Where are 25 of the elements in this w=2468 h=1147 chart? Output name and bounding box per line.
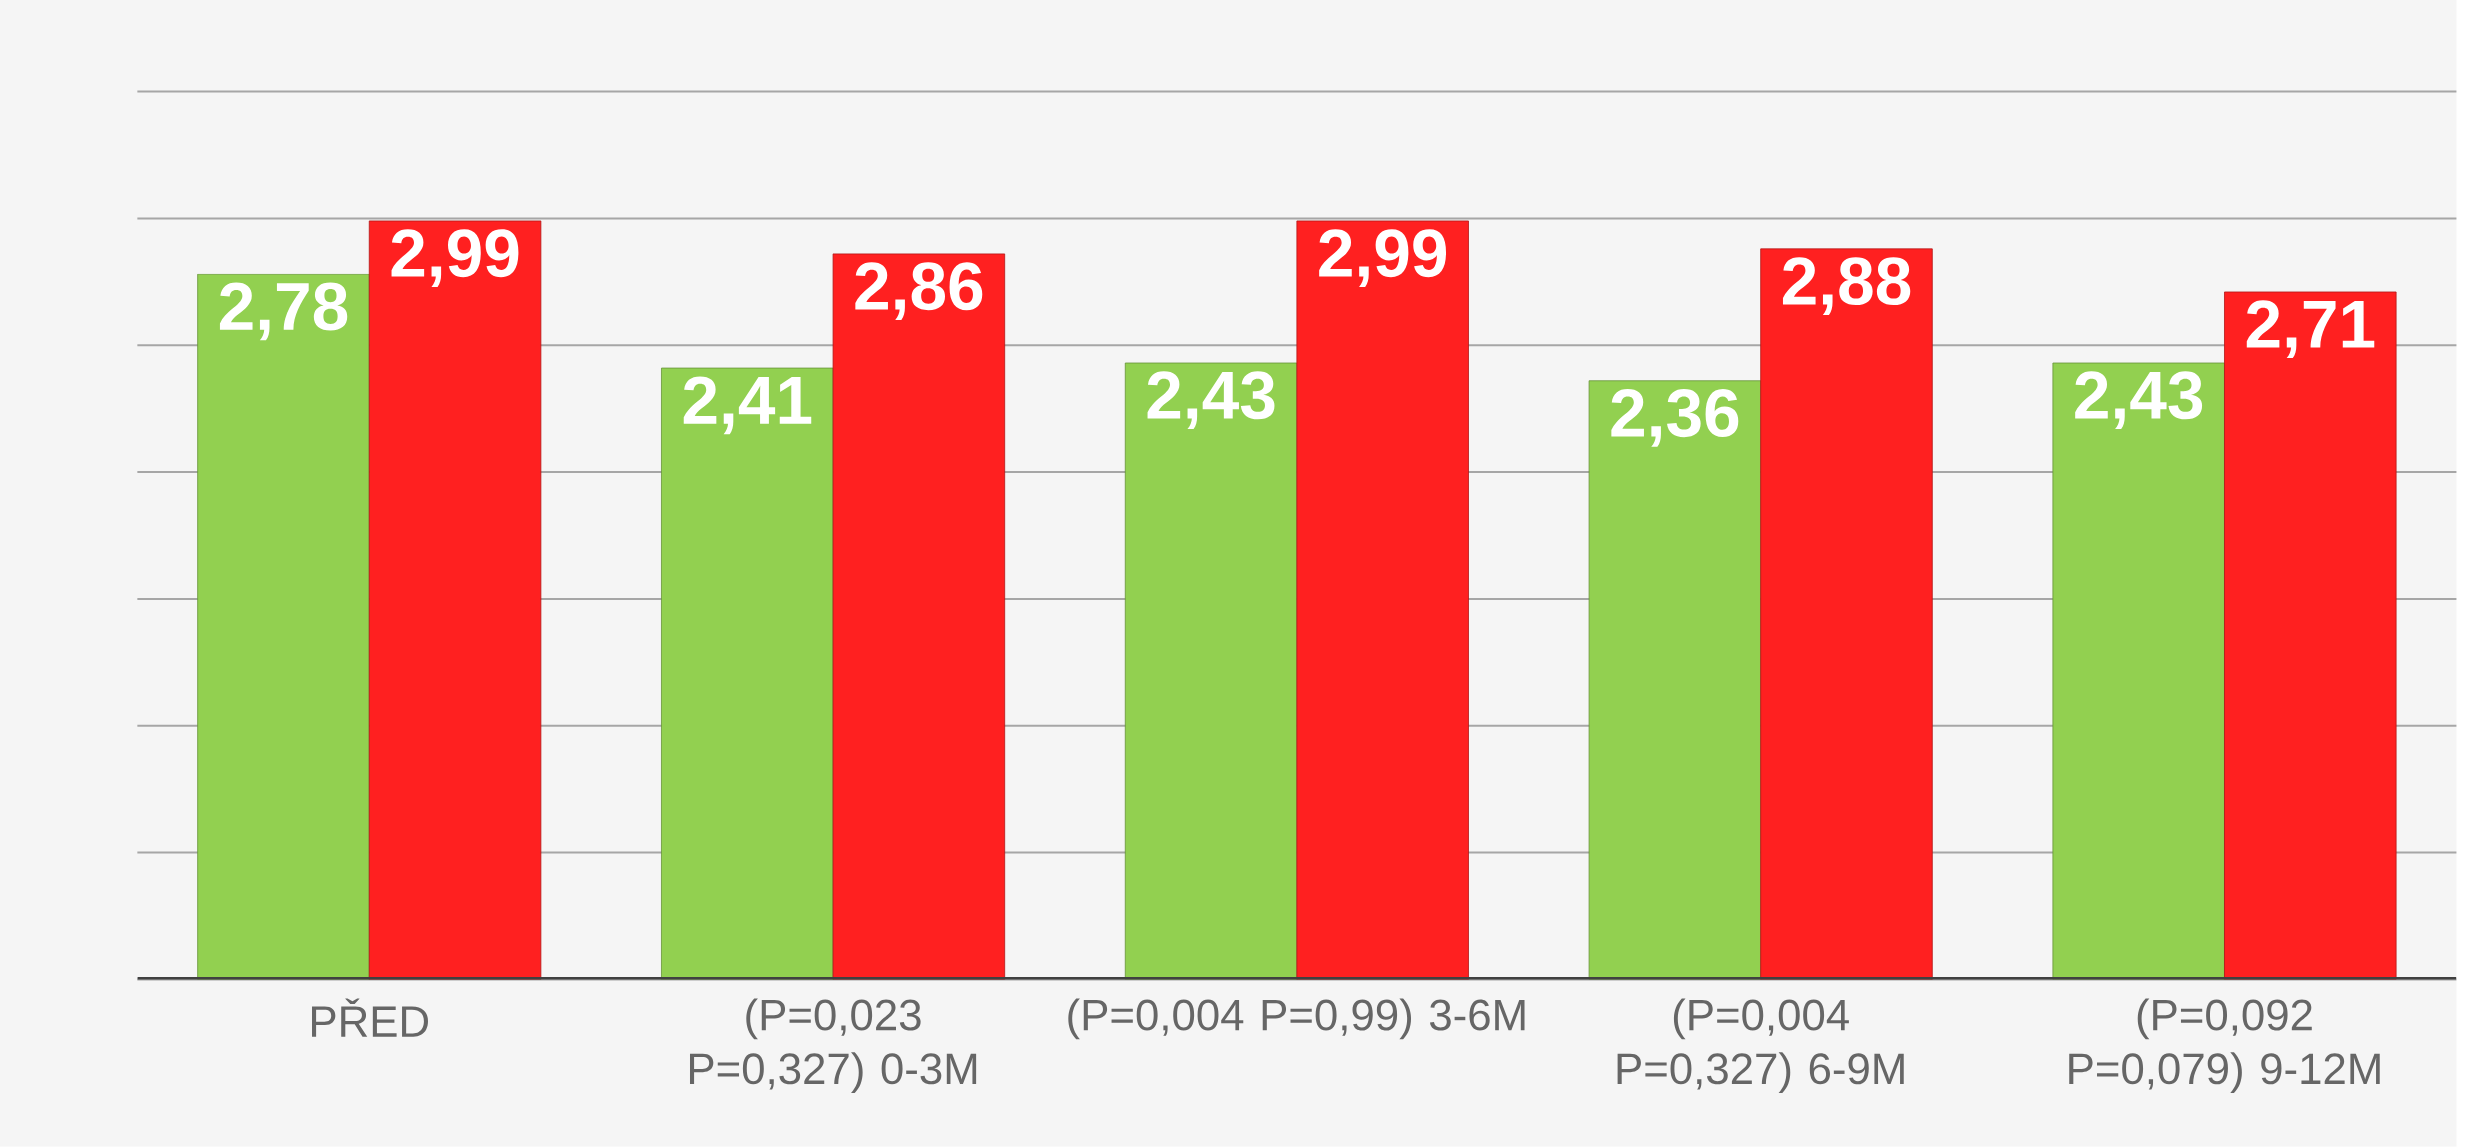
- data-label: 2,43: [2075, 371, 2203, 430]
- x-tick-label: PŘED: [312, 998, 428, 1037]
- x-tick-label: (P=0,092 P=0,079) 9-12M: [2069, 998, 2380, 1094]
- bar: [197, 273, 370, 980]
- bar: [832, 253, 1006, 980]
- bar: [2052, 362, 2225, 980]
- bar: [1124, 362, 1298, 980]
- data-label: 2,86: [855, 262, 983, 321]
- bar: [1760, 248, 1933, 980]
- data-label: 2,88: [1782, 257, 1911, 316]
- data-label: 2,99: [391, 229, 519, 288]
- x-tick-label: (P=0,004 P=0,327) 6-9M: [1617, 998, 1904, 1094]
- data-label: 2,36: [1611, 389, 1739, 448]
- bar: [1296, 220, 1469, 980]
- data-label: 2,78: [219, 282, 348, 341]
- data-label: 2,71: [2246, 300, 2375, 359]
- data-label: 2,99: [1319, 229, 1447, 288]
- data-label: 2,41: [683, 376, 812, 435]
- bar: [661, 367, 834, 980]
- x-tick-label: (P=0,004 P=0,99) 3-6M: [1068, 998, 1525, 1040]
- bar: [1588, 380, 1762, 980]
- bar: [2224, 291, 2397, 980]
- data-label: 2,43: [1147, 371, 1275, 430]
- x-tick-label: (P=0,023 P=0,327) 0-3M: [689, 998, 977, 1094]
- bar: [368, 220, 542, 980]
